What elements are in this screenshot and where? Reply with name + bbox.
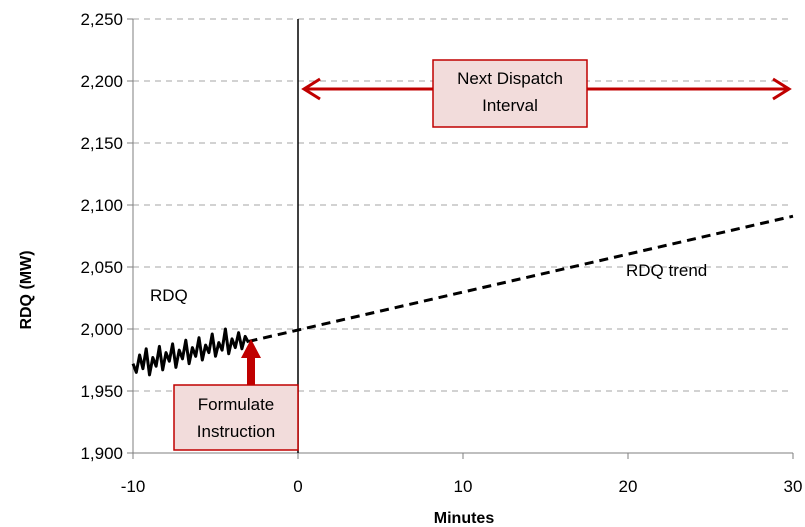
y-tick-label: 1,900 xyxy=(80,444,123,463)
x-tick-label: 10 xyxy=(454,477,473,496)
x-axis-title: Minutes xyxy=(434,510,495,527)
rdq-trend-label: RDQ trend xyxy=(626,261,707,280)
y-tick-label: 2,200 xyxy=(80,72,123,91)
dispatch-interval-box: Next Dispatch Interval xyxy=(432,59,588,128)
instruction-box: Formulate Instruction xyxy=(173,384,299,451)
x-tick-label: -10 xyxy=(121,477,146,496)
x-tick-label: 30 xyxy=(784,477,803,496)
dispatch-box-line2: Interval xyxy=(482,96,538,115)
y-tick-label: 2,100 xyxy=(80,196,123,215)
axes xyxy=(127,18,794,459)
dispatch-arrow-left-head xyxy=(301,77,321,101)
x-tick-label: 20 xyxy=(619,477,638,496)
instruction-arrow xyxy=(241,339,261,386)
rdq-line xyxy=(131,327,250,377)
rdq-trend-line xyxy=(248,214,794,343)
y-tick-labels: 1,900 1,950 2,000 2,050 2,100 2,150 2,200 2,250 xyxy=(80,10,123,463)
series-group xyxy=(131,214,794,377)
x-tick-label: 0 xyxy=(293,477,302,496)
dispatch-arrow-right-head xyxy=(772,77,792,101)
instruction-arrow-shaft xyxy=(247,356,255,386)
y-tick-label: 2,250 xyxy=(80,10,123,29)
y-axis-title: RDQ (MW) xyxy=(18,250,35,329)
y-tick-label: 2,050 xyxy=(80,258,123,277)
instruction-box-line2: Instruction xyxy=(197,422,275,441)
x-tick-labels: -10 0 10 20 30 xyxy=(121,477,803,496)
instruction-arrow-head xyxy=(241,339,261,358)
y-tick-label: 2,150 xyxy=(80,134,123,153)
instruction-box-line1: Formulate xyxy=(198,395,275,414)
y-tick-label: 2,000 xyxy=(80,320,123,339)
y-tick-label: 1,950 xyxy=(80,382,123,401)
dispatch-box-line1: Next Dispatch xyxy=(457,69,563,88)
rdq-label: RDQ xyxy=(150,286,188,305)
